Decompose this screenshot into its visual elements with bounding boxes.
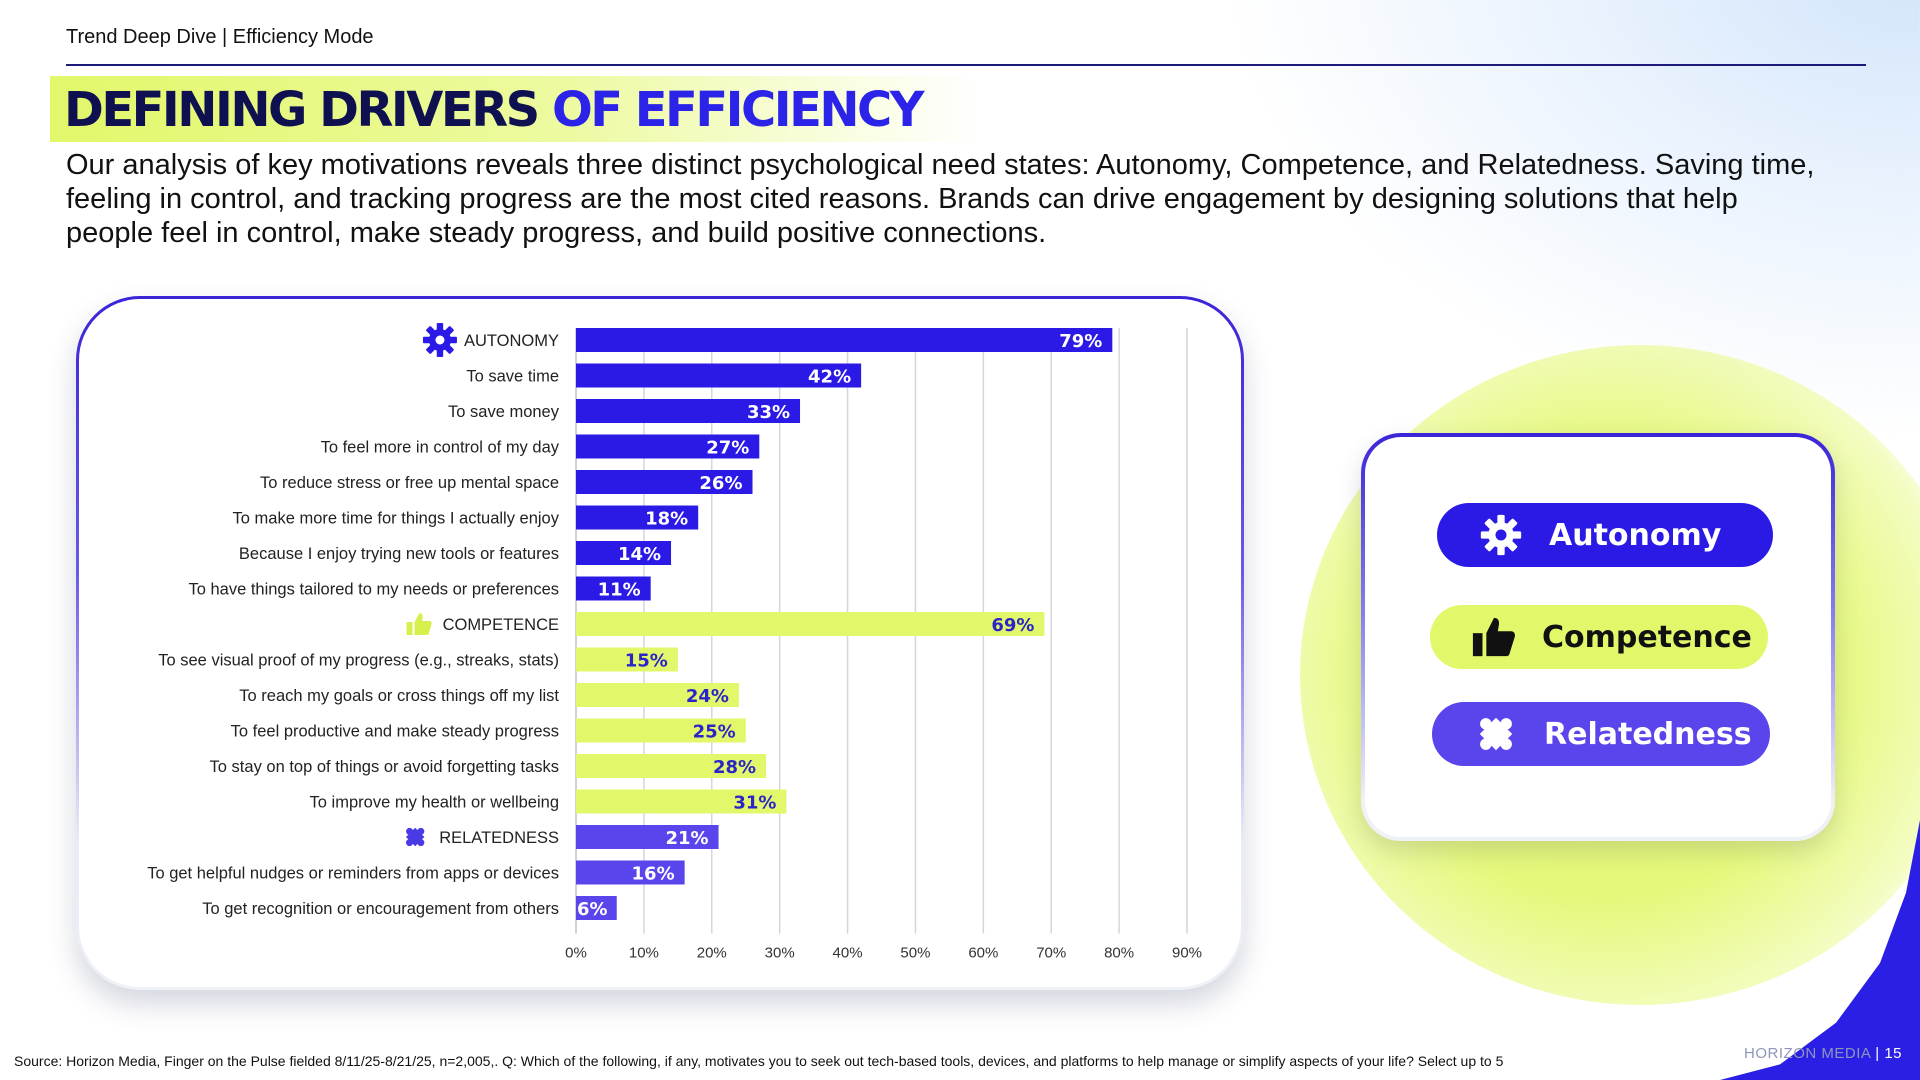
legend-label-autonomy: Autonomy <box>1549 517 1722 553</box>
bar-value-label: 21% <box>665 828 708 849</box>
category-label: Because I enjoy trying new tools or feat… <box>239 545 559 563</box>
bar-value-label: 79% <box>1059 331 1102 352</box>
legend-label-relatedness: Relatedness <box>1544 716 1752 752</box>
bar-value-label: 6% <box>577 899 608 920</box>
bar-value-label: 18% <box>645 509 688 530</box>
brand-name: HORIZON MEDIA <box>1744 1045 1871 1062</box>
category-label: To see visual proof of my progress (e.g.… <box>158 652 559 670</box>
x-tick-label: 10% <box>629 945 659 962</box>
category-label: To reduce stress or free up mental space <box>260 474 559 492</box>
bar-value-label: 16% <box>632 864 675 885</box>
bar-value-label: 26% <box>699 473 742 494</box>
category-label: To get recognition or encouragement from… <box>202 900 559 918</box>
bar <box>576 399 801 423</box>
gear-icon <box>422 323 457 357</box>
bar-value-label: 33% <box>747 402 790 423</box>
legend-pill-relatedness: Relatedness <box>1432 702 1770 766</box>
puzzle-icon <box>1468 706 1524 762</box>
page-title-part2: OF EFFICIENCY <box>551 82 925 138</box>
bar <box>576 434 760 459</box>
bar <box>576 612 1045 636</box>
bar-value-label: 69% <box>991 615 1034 636</box>
x-tick-label: 20% <box>697 945 727 962</box>
bar <box>576 718 746 743</box>
bar <box>576 825 719 849</box>
bar <box>576 647 678 672</box>
legend-pill-competence: Competence <box>1430 605 1768 669</box>
bar <box>576 860 685 885</box>
bar-value-label: 28% <box>713 757 756 778</box>
bar <box>576 754 767 778</box>
x-tick-label: 60% <box>968 945 998 962</box>
footer-brand: HORIZON MEDIA | 15 <box>1744 1045 1902 1062</box>
page-title: DEFINING DRIVERS OF EFFICIENCY <box>64 82 925 138</box>
bar <box>576 789 787 814</box>
x-tick-label: 90% <box>1172 945 1202 962</box>
gear-icon <box>1473 507 1529 563</box>
bar <box>576 541 672 565</box>
group-header-label: RELATEDNESS <box>439 829 559 847</box>
bar <box>576 328 1113 352</box>
bar-value-label: 15% <box>625 651 668 672</box>
x-tick-label: 40% <box>833 945 863 962</box>
bar <box>576 363 862 388</box>
bar <box>576 683 739 707</box>
thumbs-up-icon <box>406 613 432 635</box>
bar <box>576 576 651 601</box>
bar-value-label: 24% <box>686 686 729 707</box>
thumbs-up-icon <box>1466 609 1522 665</box>
bar-value-label: 14% <box>618 544 661 565</box>
bar <box>576 470 753 494</box>
group-header-label: AUTONOMY <box>464 332 559 350</box>
page-number: 15 <box>1884 1045 1902 1062</box>
legend-pill-autonomy: Autonomy <box>1437 503 1773 567</box>
intro-paragraph: Our analysis of key motivations reveals … <box>66 149 1815 249</box>
bar <box>576 896 617 920</box>
category-label: To reach my goals or cross things off my… <box>239 687 559 705</box>
bar-value-label: 27% <box>706 438 749 459</box>
x-tick-label: 0% <box>565 945 587 962</box>
x-tick-label: 50% <box>900 945 930 962</box>
legend-label-competence: Competence <box>1542 619 1752 655</box>
title-highlight-band <box>50 76 980 142</box>
bar-value-label: 42% <box>808 367 851 388</box>
bar-value-label: 31% <box>733 793 776 814</box>
category-label: To save time <box>466 368 559 386</box>
category-label: To stay on top of things or avoid forget… <box>210 758 559 776</box>
x-tick-label: 30% <box>765 945 795 962</box>
source-footnote: Source: Horizon Media, Finger on the Pul… <box>14 1053 1504 1069</box>
bar <box>576 505 699 530</box>
category-label: To save money <box>448 403 560 421</box>
page-title-part1: DEFINING DRIVERS <box>64 82 540 138</box>
category-label: To get helpful nudges or reminders from … <box>147 865 559 883</box>
category-label: To make more time for things I actually … <box>233 510 560 528</box>
header-kicker: Trend Deep Dive | Efficiency Mode <box>66 26 374 48</box>
category-label: To feel productive and make steady progr… <box>231 723 559 741</box>
category-label: To have things tailored to my needs or p… <box>188 581 559 599</box>
category-label: To feel more in control of my day <box>321 439 560 457</box>
group-header-label: COMPETENCE <box>443 616 559 634</box>
brand-separator: | <box>1875 1045 1885 1062</box>
bar-value-label: 11% <box>598 580 641 601</box>
x-tick-label: 70% <box>1036 945 1066 962</box>
x-tick-label: 80% <box>1104 945 1134 962</box>
bar-value-label: 25% <box>693 722 736 743</box>
puzzle-icon <box>405 827 425 847</box>
header-divider <box>66 64 1866 66</box>
category-label: To improve my health or wellbeing <box>310 794 559 812</box>
